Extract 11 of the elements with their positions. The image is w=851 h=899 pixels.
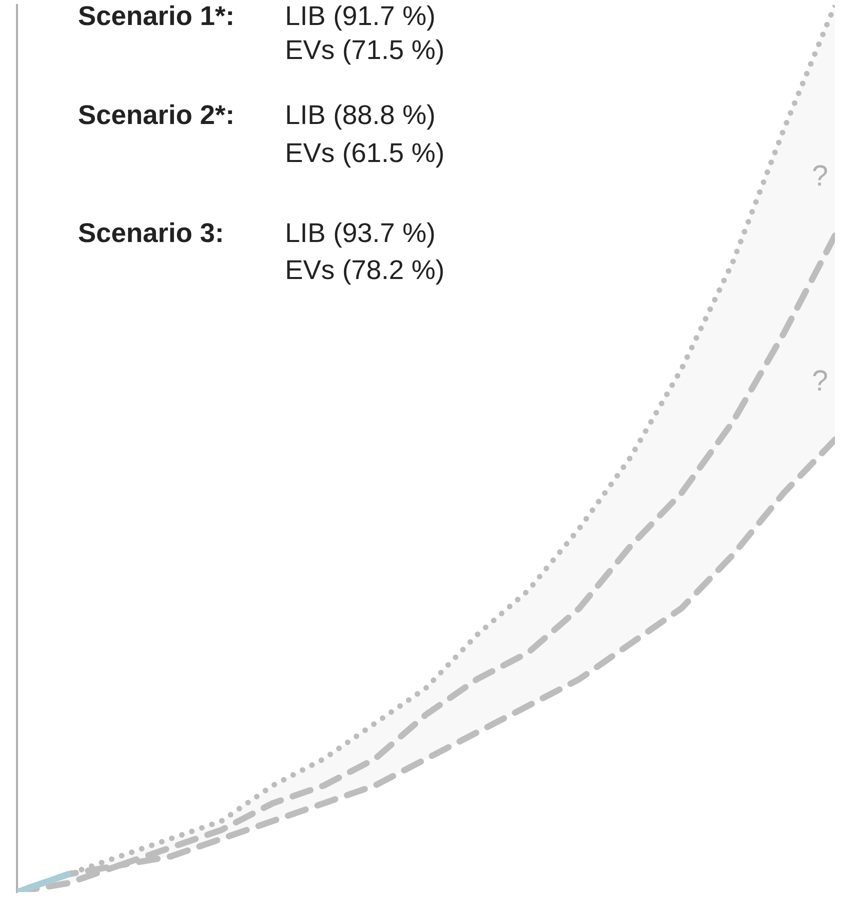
annotation: ?: [813, 165, 828, 186]
annotation: ?: [813, 370, 828, 391]
annotation: LIB (88.8 %): [287, 104, 434, 130]
annotation: EVs (71.5 %): [287, 39, 443, 65]
annotation: EVs (61.5 %): [287, 142, 443, 168]
annotation: Scenario 3:: [78, 222, 222, 242]
annotation: LIB (93.7 %): [287, 222, 434, 248]
annotation: EVs (78.2 %): [287, 259, 443, 285]
annotation: LIB (91.7 %): [287, 5, 434, 31]
annotation: Scenario 2*:: [78, 104, 232, 124]
annotation: Scenario 1*:: [78, 5, 232, 26]
